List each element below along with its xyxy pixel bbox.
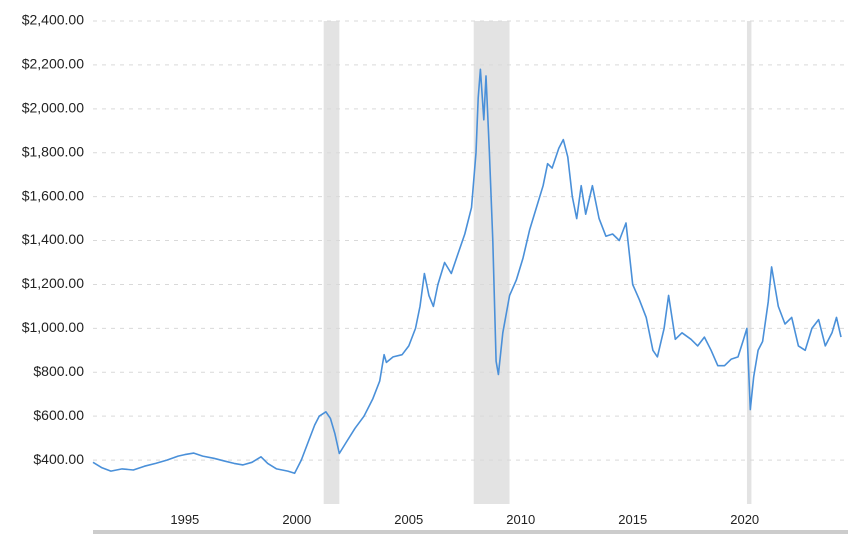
x-tick-label: 2020	[730, 512, 759, 527]
recession-band	[473, 21, 510, 504]
recession-band	[323, 21, 340, 504]
x-tick-label: 1995	[170, 512, 199, 527]
y-tick-label: $400.00	[33, 451, 84, 467]
x-tick-label: 2010	[506, 512, 535, 527]
recession-bands	[323, 21, 752, 504]
gridlines	[93, 20, 846, 461]
x-tick-label: 2005	[394, 512, 423, 527]
series-lines	[92, 68, 842, 475]
y-tick-label: $600.00	[33, 407, 84, 423]
series-line	[92, 68, 842, 475]
x-tick-label: 2015	[618, 512, 647, 527]
y-tick-label: $2,000.00	[22, 100, 84, 116]
y-tick-label: $800.00	[33, 363, 84, 379]
y-tick-label: $1,800.00	[22, 143, 84, 159]
y-tick-label: $1,400.00	[22, 231, 84, 247]
x-tick-label: 2000	[282, 512, 311, 527]
y-tick-label: $1,000.00	[22, 319, 84, 335]
y-tick-label: $1,200.00	[22, 275, 84, 291]
x-axis-ticks: 1995 2000 2005 2010 2015 2020	[170, 512, 759, 527]
x-axis-bar	[93, 530, 848, 534]
y-tick-label: $1,600.00	[22, 187, 84, 203]
recession-band	[746, 21, 752, 504]
y-axis-ticks: $400.00 $600.00 $800.00 $1,000.00 $1,200.00 $…	[22, 12, 85, 467]
y-tick-label: $2,200.00	[22, 56, 84, 72]
y-tick-label: $2,400.00	[22, 12, 84, 28]
